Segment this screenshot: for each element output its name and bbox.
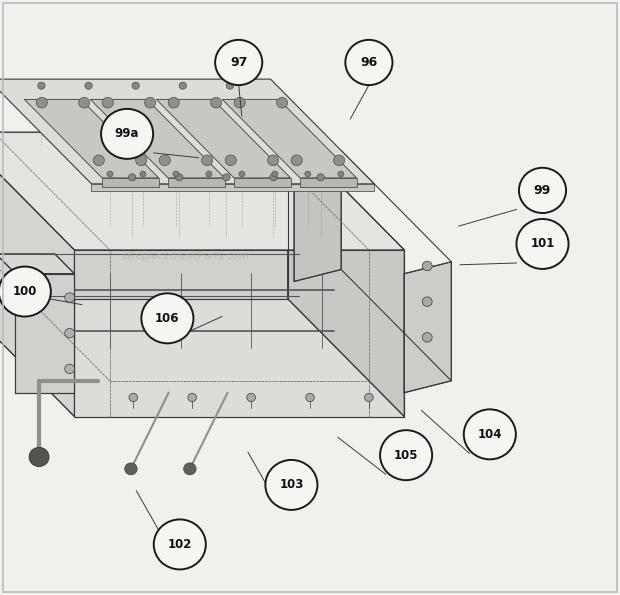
Circle shape <box>36 98 47 108</box>
Circle shape <box>101 109 153 159</box>
Text: 102: 102 <box>167 538 192 551</box>
Circle shape <box>64 328 74 338</box>
Circle shape <box>338 171 344 177</box>
Polygon shape <box>24 99 159 178</box>
Circle shape <box>38 82 45 89</box>
Text: 99: 99 <box>534 184 551 197</box>
Circle shape <box>184 463 196 475</box>
Circle shape <box>29 447 49 466</box>
Circle shape <box>188 393 197 402</box>
Circle shape <box>223 174 230 181</box>
Circle shape <box>239 171 245 177</box>
Circle shape <box>107 171 113 177</box>
Polygon shape <box>168 178 224 187</box>
Circle shape <box>516 219 569 269</box>
Polygon shape <box>156 99 291 178</box>
Polygon shape <box>0 254 74 274</box>
Circle shape <box>141 293 193 343</box>
Circle shape <box>317 174 324 181</box>
Polygon shape <box>91 99 224 178</box>
Circle shape <box>136 155 147 165</box>
Circle shape <box>305 171 311 177</box>
Circle shape <box>215 40 262 85</box>
Text: 105: 105 <box>394 449 418 462</box>
Circle shape <box>132 82 140 89</box>
Circle shape <box>0 267 51 317</box>
Circle shape <box>234 98 246 108</box>
Circle shape <box>380 430 432 480</box>
Circle shape <box>211 98 222 108</box>
Polygon shape <box>300 178 356 187</box>
Circle shape <box>206 171 212 177</box>
Circle shape <box>277 98 288 108</box>
Polygon shape <box>0 132 404 250</box>
Text: 96: 96 <box>360 56 378 69</box>
Circle shape <box>270 174 277 181</box>
Polygon shape <box>288 132 404 416</box>
Circle shape <box>265 460 317 510</box>
Circle shape <box>93 155 104 165</box>
Circle shape <box>422 261 432 271</box>
Circle shape <box>179 82 187 89</box>
Polygon shape <box>102 178 159 187</box>
Circle shape <box>334 155 345 165</box>
Circle shape <box>102 98 113 108</box>
Circle shape <box>272 171 278 177</box>
Circle shape <box>226 82 234 89</box>
Circle shape <box>202 155 213 165</box>
Polygon shape <box>16 274 74 393</box>
Polygon shape <box>0 132 288 299</box>
Circle shape <box>306 393 314 402</box>
Circle shape <box>129 393 138 402</box>
Polygon shape <box>222 99 356 178</box>
Circle shape <box>519 168 566 213</box>
Polygon shape <box>0 79 374 184</box>
Circle shape <box>128 174 136 181</box>
Polygon shape <box>294 151 341 281</box>
Circle shape <box>85 82 92 89</box>
Text: 106: 106 <box>155 312 180 325</box>
Circle shape <box>140 171 146 177</box>
Circle shape <box>154 519 206 569</box>
Circle shape <box>422 297 432 306</box>
Circle shape <box>159 155 170 165</box>
Polygon shape <box>0 132 74 416</box>
Circle shape <box>422 333 432 342</box>
Text: 104: 104 <box>477 428 502 441</box>
Circle shape <box>64 364 74 374</box>
Polygon shape <box>74 250 404 416</box>
Polygon shape <box>234 178 291 187</box>
Text: 100: 100 <box>12 285 37 298</box>
Polygon shape <box>404 262 451 393</box>
Circle shape <box>168 98 179 108</box>
Text: 101: 101 <box>530 237 555 250</box>
Circle shape <box>175 174 183 181</box>
Circle shape <box>125 463 137 475</box>
Circle shape <box>291 155 303 165</box>
Text: 99a: 99a <box>115 127 140 140</box>
Text: eReplacementParts.com: eReplacementParts.com <box>123 251 250 261</box>
Circle shape <box>64 293 74 302</box>
Text: 103: 103 <box>279 478 304 491</box>
Circle shape <box>268 155 279 165</box>
Circle shape <box>365 393 373 402</box>
Circle shape <box>247 393 255 402</box>
Polygon shape <box>92 184 374 191</box>
Text: 97: 97 <box>230 56 247 69</box>
Circle shape <box>225 155 236 165</box>
Circle shape <box>173 171 179 177</box>
Circle shape <box>464 409 516 459</box>
Circle shape <box>79 98 90 108</box>
Circle shape <box>144 98 156 108</box>
Circle shape <box>345 40 392 85</box>
